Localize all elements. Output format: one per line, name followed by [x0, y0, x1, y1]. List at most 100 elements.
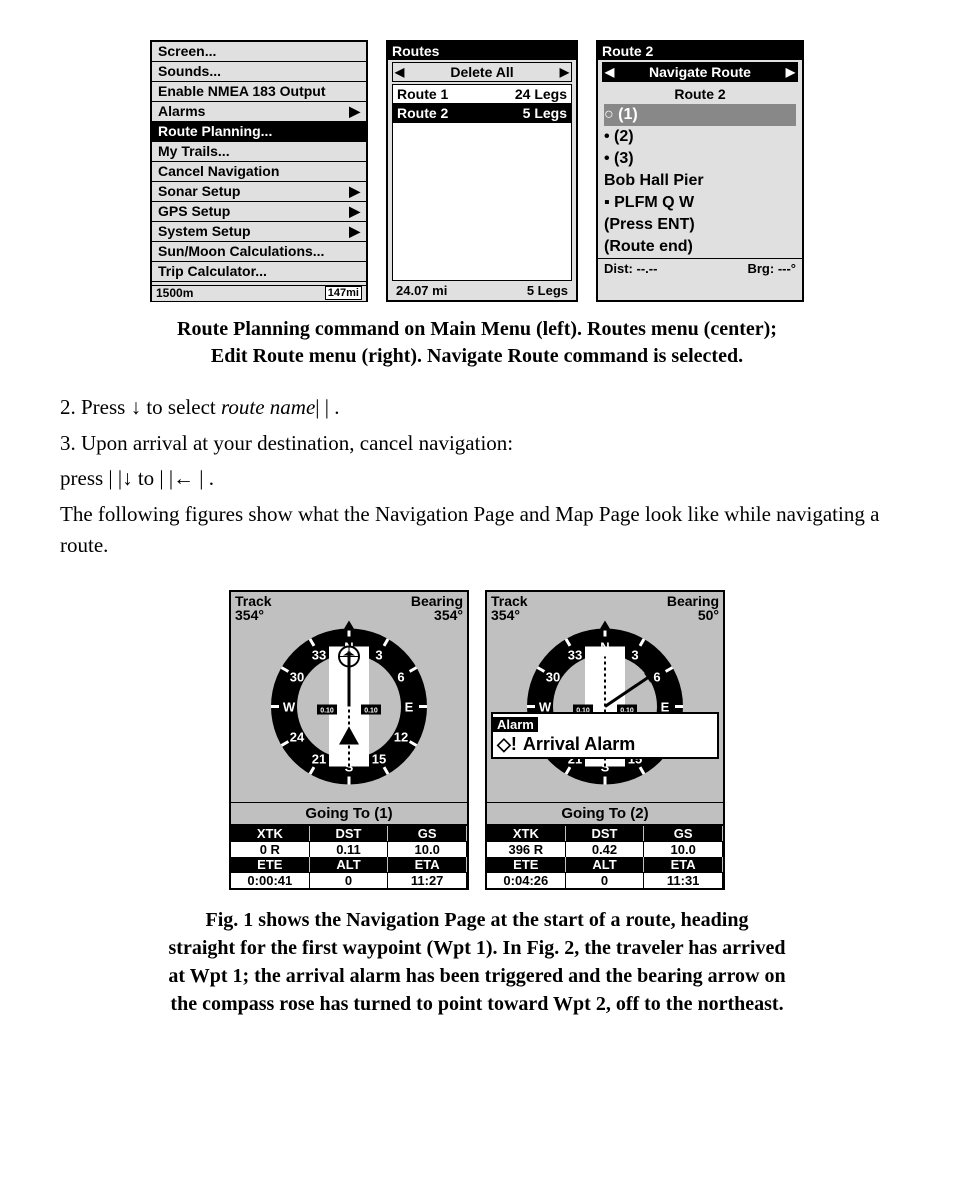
- submenu-arrow-icon: ▶: [349, 182, 360, 201]
- menu-item-label: Alarms: [158, 102, 205, 121]
- svg-text:3: 3: [631, 648, 638, 663]
- routes-title: Routes: [388, 42, 576, 60]
- menu-item[interactable]: Route Planning...: [152, 122, 366, 142]
- svg-text:E: E: [405, 700, 414, 715]
- main-menu-screen: Screen...Sounds...Enable NMEA 183 Output…: [150, 40, 368, 302]
- routes-action-label: Delete All: [450, 63, 513, 81]
- waypoint-list: (1)(2)(3)Bob Hall PierPLFM Q W(Press ENT…: [598, 104, 802, 258]
- grid-header: DST: [310, 826, 389, 841]
- routes-footer-legs: 5 Legs: [527, 283, 568, 298]
- svg-text:33: 33: [568, 648, 582, 663]
- paragraph-nav-figures: The following figures show what the Navi…: [60, 499, 894, 562]
- menu-item-label: My Trails...: [158, 142, 230, 161]
- waypoint-item[interactable]: (1): [604, 104, 796, 126]
- top-screens-row: Screen...Sounds...Enable NMEA 183 Output…: [60, 40, 894, 302]
- menu-item-label: System Setup: [158, 222, 251, 241]
- step2-mid: to select: [141, 395, 221, 419]
- waypoint-item[interactable]: (Route end): [604, 236, 796, 258]
- grid-value: 11:27: [388, 872, 467, 888]
- svg-text:12: 12: [394, 730, 408, 745]
- route2-titlebar: Route 2: [598, 42, 802, 60]
- route2-footer-dist: Dist: --.--: [604, 261, 657, 276]
- grid-header: GS: [388, 826, 467, 841]
- svg-text:30: 30: [546, 670, 560, 685]
- route-legs: 24 Legs: [515, 85, 567, 103]
- grid-value: 10.0: [388, 841, 467, 857]
- grid-header: XTK: [231, 826, 310, 841]
- caption2-l3: at Wpt 1; the arrival alarm has been tri…: [168, 965, 785, 987]
- menu-item[interactable]: Sonar Setup▶: [152, 182, 366, 202]
- svg-text:21: 21: [312, 752, 326, 767]
- step2-tail: | | .: [315, 395, 339, 419]
- route-row[interactable]: Route 124 Legs: [393, 85, 571, 104]
- waypoint-item[interactable]: Bob Hall Pier: [604, 170, 796, 192]
- routes-delete-all[interactable]: ◀ Delete All ▶: [392, 62, 572, 82]
- going-to-label: Going To (1): [231, 802, 467, 824]
- waypoint-item[interactable]: (Press ENT): [604, 214, 796, 236]
- menu-item[interactable]: Trip Calculator...: [152, 262, 366, 282]
- caption2-l1: Fig. 1 shows the Navigation Page at the …: [206, 909, 749, 931]
- menu-item[interactable]: Sounds...: [152, 62, 366, 82]
- menu-item[interactable]: System Setup ▶: [152, 222, 366, 242]
- step-2: 2. Press ↓ to select route name| | .: [60, 392, 894, 424]
- zoom-left: 1500m: [156, 286, 193, 300]
- edit-route-screen: Route 2 ◀ Navigate Route ▶ Route 2 (1)(2…: [596, 40, 804, 302]
- menu-item[interactable]: Sun/Moon Calculations...: [152, 242, 366, 262]
- alarm-title: Alarm: [493, 717, 538, 732]
- left-arrow-icon: ◀: [395, 63, 404, 81]
- menu-item-label: Trip Calculator...: [158, 262, 267, 281]
- svg-text:S: S: [601, 760, 610, 775]
- svg-text:N: N: [600, 640, 609, 655]
- step2-prefix: 2. Press: [60, 395, 131, 419]
- route-legs: 5 Legs: [523, 104, 567, 122]
- right-arrow-icon: ▶: [560, 63, 569, 81]
- svg-text:3: 3: [375, 648, 382, 663]
- menu-item[interactable]: Alarms▶: [152, 102, 366, 122]
- caption-1-line2: Edit Route menu (right). Navigate Route …: [211, 345, 743, 367]
- menu-item[interactable]: Screen...: [152, 42, 366, 62]
- main-menu-list: Screen...Sounds...Enable NMEA 183 Output…: [152, 42, 366, 302]
- route-row[interactable]: Route 25 Legs: [393, 104, 571, 123]
- caption-2: Fig. 1 shows the Navigation Page at the …: [60, 906, 894, 1018]
- svg-text:30: 30: [290, 670, 304, 685]
- route2-footer: Dist: --.-- Brg: ---°: [598, 258, 802, 278]
- going-to-label: Going To (2): [487, 802, 723, 824]
- grid-header: DST: [566, 826, 645, 841]
- step2-route-name: route name: [221, 395, 315, 419]
- grid-value: 0 R: [231, 841, 310, 857]
- step-3: 3. Upon arrival at your destination, can…: [60, 428, 894, 460]
- svg-text:0.10: 0.10: [364, 708, 378, 715]
- left-arrow-icon: ◀: [605, 63, 614, 81]
- alarm-text: Arrival Alarm: [523, 734, 635, 755]
- svg-text:15: 15: [372, 752, 386, 767]
- main-menu-footer: 1500m 147mi: [152, 285, 366, 300]
- submenu-arrow-icon: ▶: [349, 202, 360, 221]
- grid-value: 0: [310, 872, 389, 888]
- waypoint-item[interactable]: PLFM Q W: [604, 192, 796, 214]
- waypoint-item[interactable]: (3): [604, 148, 796, 170]
- menu-item[interactable]: GPS Setup▶: [152, 202, 366, 222]
- menu-item-label: Route Planning...: [158, 122, 272, 141]
- svg-text:0.10: 0.10: [320, 708, 334, 715]
- navigate-route-row[interactable]: ◀ Navigate Route ▶: [602, 62, 798, 82]
- menu-item-label: Sun/Moon Calculations...: [158, 242, 324, 261]
- routes-list: Route 124 LegsRoute 25 Legs: [392, 84, 572, 281]
- menu-item[interactable]: My Trails...: [152, 142, 366, 162]
- svg-text:6: 6: [397, 670, 404, 685]
- svg-text:S: S: [345, 760, 354, 775]
- caption-1: Route Planning command on Main Menu (lef…: [60, 316, 894, 370]
- down-arrow-icon: ↓: [131, 395, 142, 419]
- grid-value: 0:00:41: [231, 872, 310, 888]
- menu-item[interactable]: Enable NMEA 183 Output: [152, 82, 366, 102]
- menu-item-label: Enable NMEA 183 Output: [158, 82, 326, 101]
- svg-text:24: 24: [290, 730, 305, 745]
- menu-item[interactable]: Cancel Navigation: [152, 162, 366, 182]
- menu-item-label: Cancel Navigation: [158, 162, 279, 181]
- waypoint-item[interactable]: (2): [604, 126, 796, 148]
- alarm-box: Alarm ◇!Arrival Alarm: [491, 712, 719, 759]
- menu-item-label: Sounds...: [158, 62, 221, 81]
- submenu-arrow-icon: ▶: [349, 222, 360, 241]
- grid-value: 0:04:26: [487, 872, 566, 888]
- grid-value: 396 R: [487, 841, 566, 857]
- route2-heading: Route 2: [598, 84, 802, 104]
